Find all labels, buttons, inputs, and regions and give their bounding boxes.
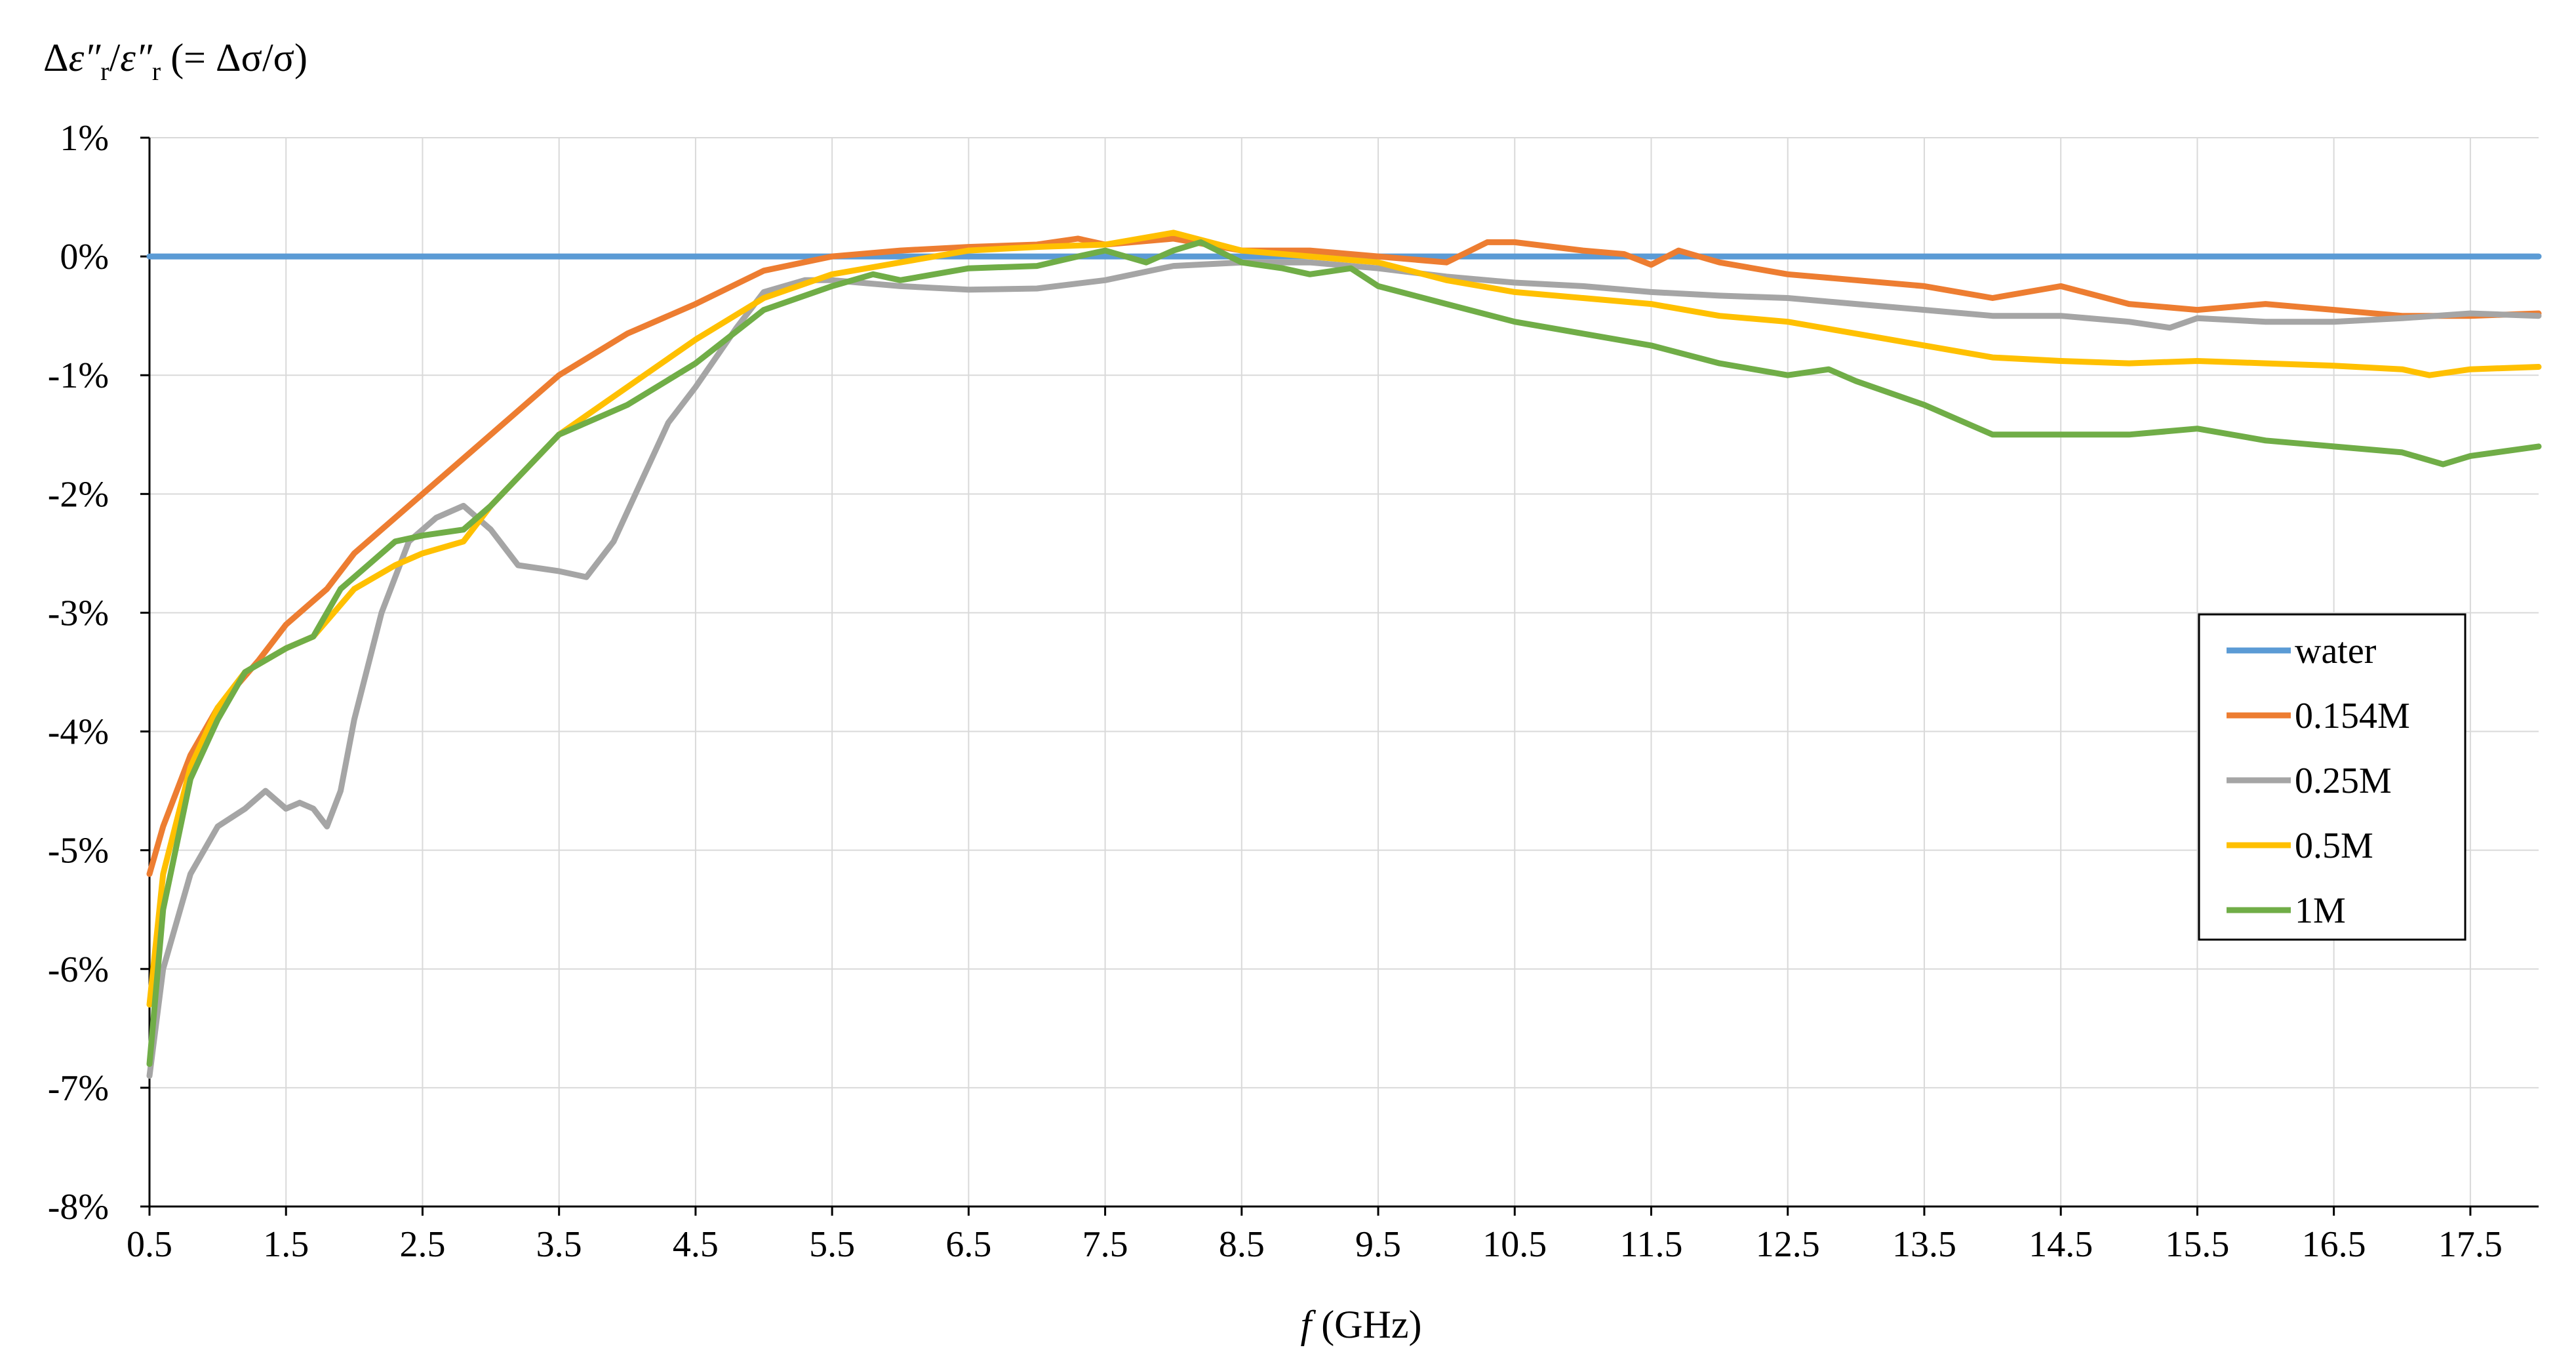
x-tick-label: 4.5 — [673, 1224, 719, 1265]
ylabel-eps: ε″ — [69, 36, 102, 79]
y-tick-label: -7% — [48, 1068, 109, 1109]
x-tick-label: 6.5 — [945, 1224, 991, 1265]
x-tick-label: 1.5 — [263, 1224, 309, 1265]
y-tick-label: -1% — [48, 355, 109, 396]
ylabel-rest: (= Δσ/σ) — [161, 36, 307, 79]
y-axis-label: Δε″r/ε″r (= Δσ/σ) — [43, 36, 307, 86]
series-line-0-5m — [146, 229, 2542, 1008]
ylabel-delta: Δ — [43, 36, 69, 79]
x-tick-label: 10.5 — [1482, 1224, 1547, 1265]
y-tick-label: 1% — [60, 118, 109, 159]
ylabel-slash: / — [109, 36, 121, 79]
legend-entry: water — [2295, 631, 2377, 671]
legend-entry: 1M — [2295, 890, 2346, 931]
y-tick-label: -8% — [48, 1187, 109, 1227]
x-tick-label: 5.5 — [809, 1224, 855, 1265]
x-axis-label: f (GHz) — [1301, 1303, 1422, 1346]
series-line-1m — [146, 239, 2542, 1067]
legend-entry: 0.154M — [2295, 696, 2410, 736]
x-tick-label: 0.5 — [127, 1224, 172, 1265]
x-tick-label: 3.5 — [536, 1224, 582, 1265]
x-tick-label: 7.5 — [1082, 1224, 1128, 1265]
y-tick-labels: 1% 0% -1% -2% -3% -4% -5% -6% -7% -8% — [48, 118, 109, 1227]
axes — [140, 136, 2539, 1216]
x-tick-label: 15.5 — [2165, 1224, 2229, 1265]
x-tick-label: 11.5 — [1620, 1224, 1683, 1265]
x-tick-labels: 0.5 1.5 2.5 3.5 4.5 5.5 6.5 7.5 8.5 9.5 10.5 11.5 12… — [127, 1224, 2503, 1265]
x-tick-label: 17.5 — [2438, 1224, 2503, 1265]
legend-box — [2198, 613, 2467, 941]
x-tick-label: 16.5 — [2302, 1224, 2366, 1265]
series-lines — [146, 229, 2542, 1079]
x-tick-label: 8.5 — [1219, 1224, 1265, 1265]
series-line-0-25m — [146, 259, 2542, 1079]
x-tick-label: 13.5 — [1892, 1224, 1956, 1265]
y-tick-label: 0% — [60, 237, 109, 277]
y-tick-label: -2% — [48, 474, 109, 515]
y-tick-label: -4% — [48, 712, 109, 753]
ylabel-sub: r — [100, 56, 109, 86]
y-tick-label: -3% — [48, 593, 109, 633]
y-tick-label: -6% — [48, 949, 109, 990]
x-tick-label: 14.5 — [2029, 1224, 2093, 1265]
legend-entry: 0.5M — [2295, 826, 2373, 866]
y-tick-label: -5% — [48, 831, 109, 871]
legend: water 0.154M 0.25M 0.5M 1M — [2198, 613, 2467, 941]
x-tick-label: 12.5 — [1756, 1224, 1820, 1265]
ylabel-eps2: ε″ — [120, 36, 153, 79]
ylabel-sub2: r — [152, 56, 161, 86]
gridlines — [149, 137, 2539, 1207]
xlabel-unit: (GHz) — [1311, 1303, 1421, 1346]
legend-entry: 0.25M — [2295, 761, 2392, 801]
x-tick-label: 9.5 — [1355, 1224, 1401, 1265]
x-tick-label: 2.5 — [399, 1224, 445, 1265]
